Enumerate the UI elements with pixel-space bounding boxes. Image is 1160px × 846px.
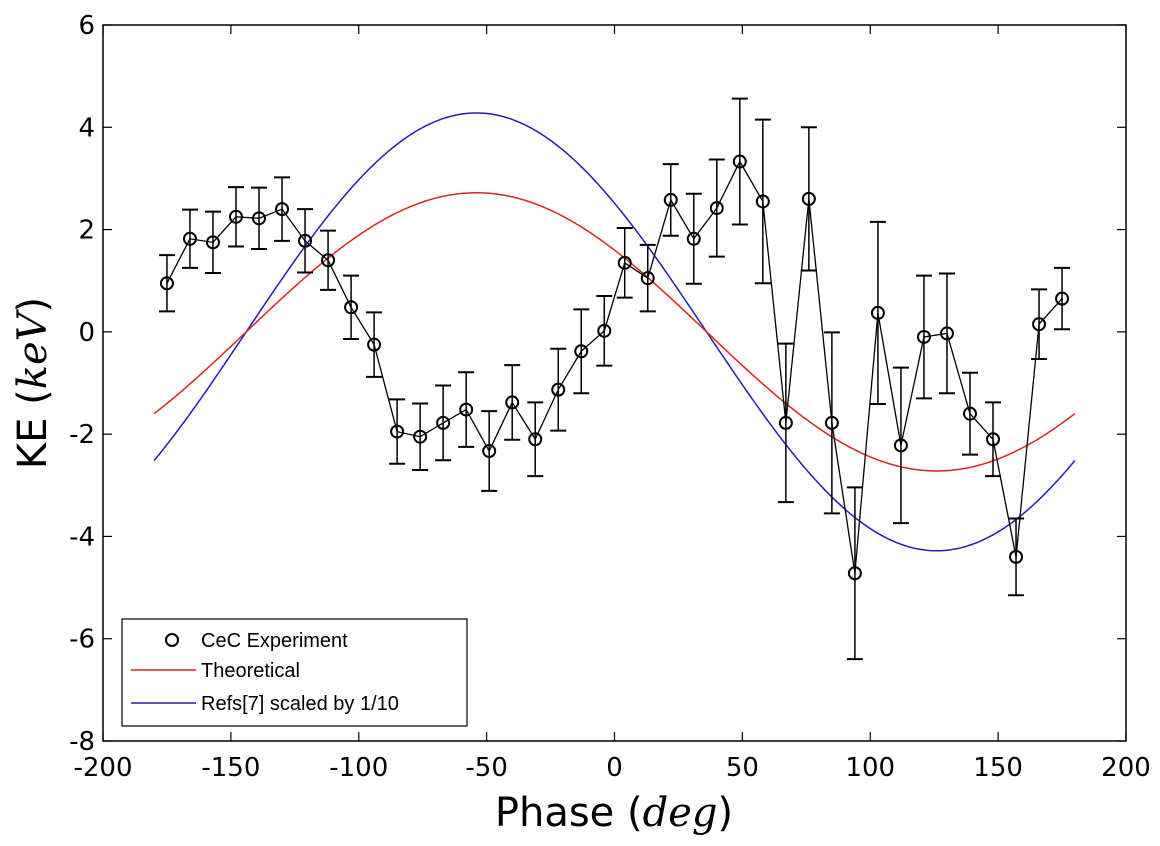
y-tick-label: 6 [78,11,95,41]
data-point [413,429,428,444]
data-point [482,444,497,459]
data-point [182,231,197,246]
data-point [159,276,174,291]
x-tick-label: 100 [845,753,895,783]
legend-marker-experiment [165,633,179,647]
y-tick-label: 0 [78,318,95,348]
x-tick-label: 0 [606,753,623,783]
data-point [640,271,655,286]
legend: CeC Experiment Theoretical Refs[7] scale… [121,618,468,727]
data-point [986,432,1001,447]
y-tick-label: -2 [69,420,95,450]
data-point [893,438,908,453]
data-point [686,231,701,246]
data-point [505,395,520,410]
data-point [801,191,816,206]
data-point [1032,317,1047,332]
y-tick-label: -4 [69,522,95,552]
data-point [709,201,724,216]
data-point [939,326,954,341]
x-tick-label: 150 [973,753,1023,783]
legend-label-refs: Refs[7] scaled by 1/10 [201,693,399,715]
x-tick-label: -50 [465,753,507,783]
data-point [298,233,313,248]
x-tick-label: -150 [201,753,260,783]
y-axis-title: KE (keV) [10,297,56,469]
data-point [1055,291,1070,306]
data-point [916,329,931,344]
data-point [847,566,862,581]
data-point [528,432,543,447]
legend-box [121,618,468,727]
data-point [367,337,382,352]
data-point [870,305,885,320]
data-point [755,194,770,209]
data-point [597,323,612,338]
data-point [962,406,977,421]
data-point [459,402,474,417]
data-point [344,300,359,315]
y-tick-label: -6 [69,625,95,655]
experiment-series [158,97,1071,661]
x-tick-label: -100 [329,753,388,783]
data-point [436,415,451,430]
axis-ticks: -200 -150 -100 -50 0 50 100 150 200 -8 -6 -4 -2 0 2 4 6 [69,11,1151,783]
curve-theoretical [153,191,1076,472]
y-tick-label: 2 [78,216,95,246]
x-axis-title: Phase (deg) [495,790,733,836]
data-point [205,235,220,250]
data-point [390,424,405,439]
x-tick-label: -200 [73,753,132,783]
data-point [275,202,290,217]
data-point [574,344,589,359]
y-tick-label: 4 [78,113,95,143]
x-tick-label: 200 [1101,753,1151,783]
data-point [228,209,243,224]
x-tick-label: 50 [726,753,759,783]
data-point [617,255,632,270]
experiment-line [166,160,1063,574]
legend-label-experiment: CeC Experiment [201,630,348,652]
data-point [663,192,678,207]
data-point [321,253,336,268]
data-point [252,211,267,226]
data-point [778,415,793,430]
data-point [824,415,839,430]
data-point [732,154,747,169]
y-tick-label: -8 [69,727,95,757]
data-point [1009,549,1024,564]
legend-label-theoretical: Theoretical [201,660,300,682]
data-point [551,382,566,397]
